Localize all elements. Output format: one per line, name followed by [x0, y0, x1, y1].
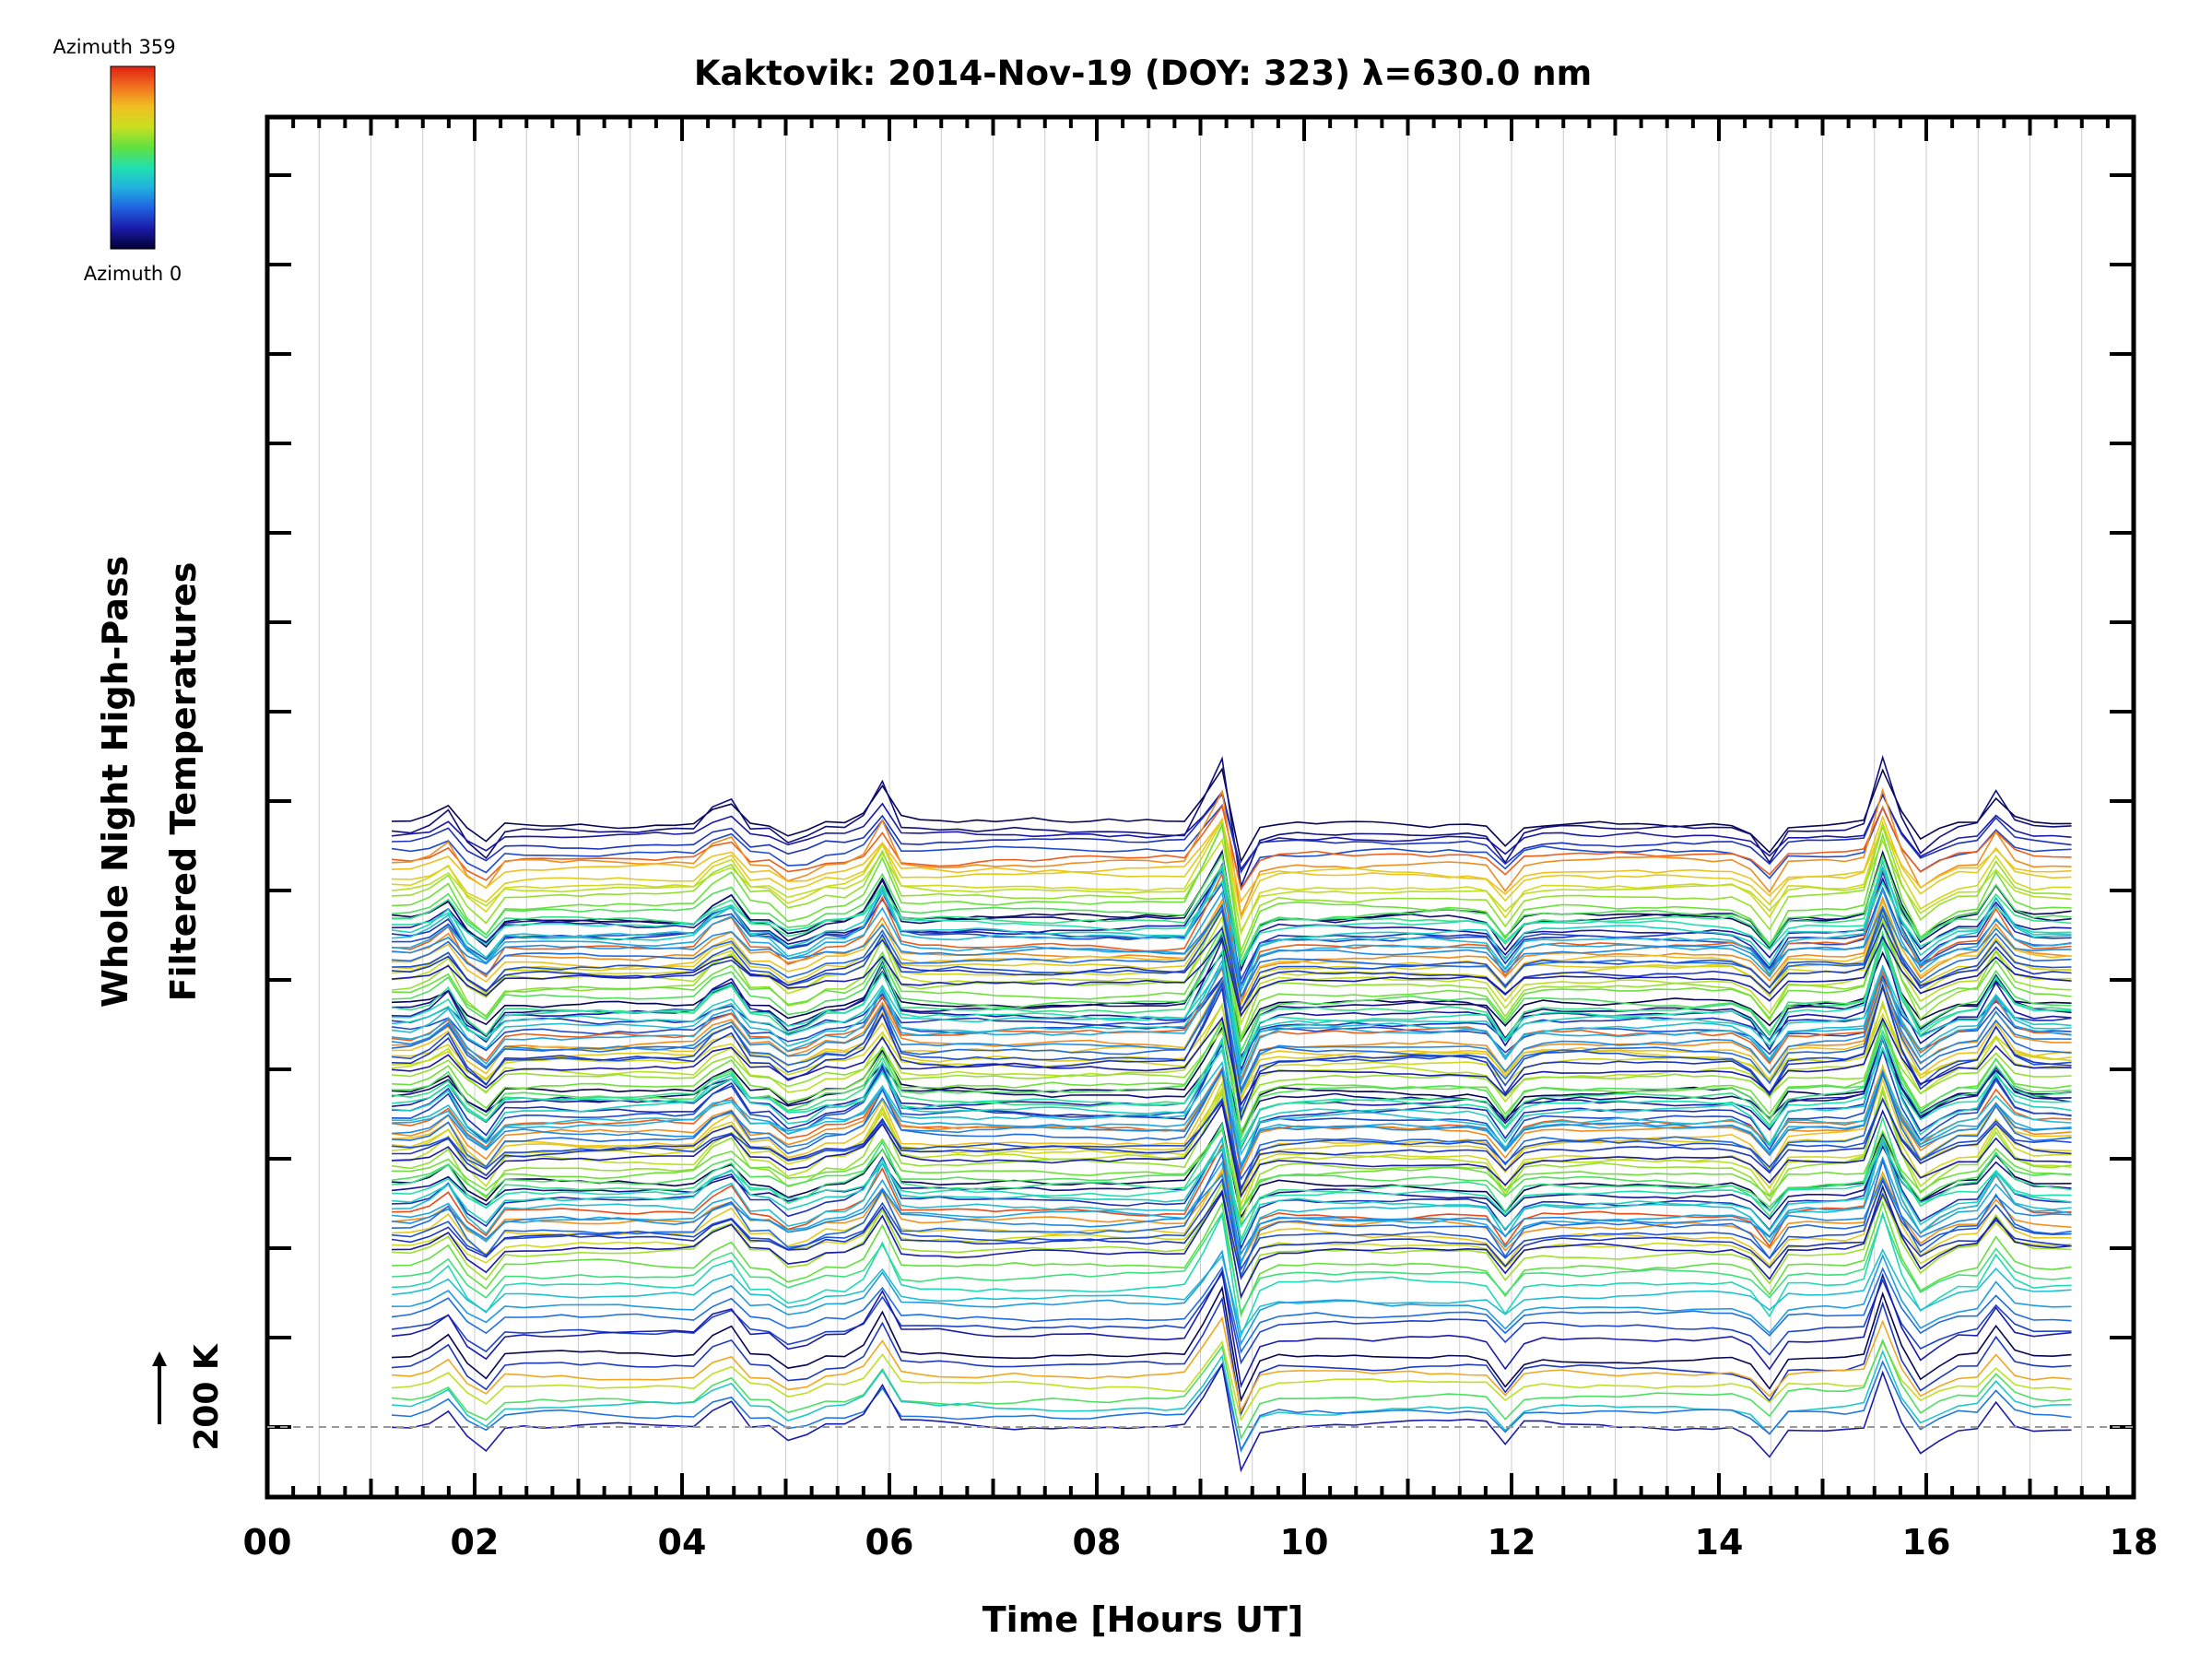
- x-axis-label: Time [Hours UT]: [982, 1599, 1304, 1640]
- colorbar-top-label: Azimuth 359: [53, 36, 175, 58]
- series-line: [391, 1339, 2072, 1422]
- series-line: [391, 1136, 2072, 1267]
- y-axis-label-line2: Filtered Temperatures: [163, 562, 204, 1002]
- series-line: [391, 1034, 2072, 1170]
- series-line: [391, 1362, 2072, 1473]
- series-line: [391, 814, 2072, 921]
- series-line: [391, 1016, 2072, 1107]
- series-line: [391, 1285, 2072, 1403]
- series-line: [391, 1067, 2072, 1193]
- series-line: [391, 1045, 2072, 1146]
- series-line: [391, 980, 2072, 1115]
- x-tick-label: 02: [451, 1522, 500, 1563]
- series-line: [392, 879, 2072, 968]
- series-line: [391, 929, 2072, 1065]
- series-line: [391, 1184, 2072, 1300]
- series-line: [391, 1060, 2072, 1156]
- series-line: [391, 1102, 2072, 1198]
- series-line: [391, 921, 2072, 1043]
- colorbar-bottom-label: Azimuth 0: [84, 263, 182, 285]
- series-line: [391, 821, 2072, 961]
- series-line: [391, 1137, 2072, 1245]
- series-layer: [391, 754, 2072, 1473]
- x-tick-label: 04: [658, 1522, 707, 1563]
- series-line: [391, 1296, 2072, 1417]
- chart-title: Kaktovik: 2014-Nov-19 (DOY: 323) λ=630.0…: [694, 53, 1592, 93]
- series-line: [391, 962, 2072, 1086]
- series-line: [391, 903, 2072, 999]
- series-line: [391, 1126, 2072, 1212]
- series-line: [391, 935, 2072, 1018]
- series-line: [391, 1266, 2072, 1354]
- series-line: [391, 767, 2072, 864]
- series-line: [391, 922, 2072, 1012]
- series-line: [392, 1019, 2072, 1140]
- series-line: [391, 786, 2072, 918]
- series-line: [391, 1210, 2072, 1315]
- x-tick-label: 12: [1488, 1522, 1536, 1563]
- series-line: [391, 1063, 2072, 1199]
- series-line: [391, 1210, 2072, 1339]
- x-tick-label: 08: [1073, 1522, 1122, 1563]
- series-line: [391, 1189, 2072, 1280]
- scale-label: 200 K: [188, 1343, 226, 1451]
- series-line: [391, 1115, 2072, 1243]
- series-line: [391, 1177, 2072, 1271]
- x-tick-labels: 00 02 04 06 08 10 12 14 16 18: [243, 1522, 2159, 1563]
- x-tick-label: 00: [243, 1522, 292, 1563]
- series-line: [391, 792, 2072, 875]
- series-line: [391, 864, 2072, 966]
- series-line: [391, 1151, 2072, 1280]
- series-line: [391, 865, 2072, 994]
- series-line: [391, 1315, 2072, 1413]
- scale-indicator: 200 K: [152, 1343, 226, 1451]
- series-line: [391, 754, 2072, 890]
- x-tick-label: 10: [1280, 1522, 1329, 1563]
- series-line: [391, 983, 2072, 1122]
- series-line: [391, 940, 2072, 1067]
- series-line: [391, 1028, 2072, 1116]
- series-line: [391, 982, 2072, 1092]
- grid: [318, 117, 2083, 1497]
- series-line: [391, 1271, 2072, 1365]
- series-line: [391, 804, 2072, 891]
- series-line: [391, 818, 2072, 903]
- series-line: [391, 905, 2072, 988]
- series-line: [391, 1268, 2072, 1389]
- x-tick-label: 14: [1695, 1522, 1744, 1563]
- series-line: [391, 819, 2072, 936]
- series-line: [392, 1097, 2072, 1191]
- series-line: [391, 958, 2072, 1077]
- series-line: [391, 1068, 2072, 1171]
- y-axis-label-line1: Whole Night High-Pass: [95, 556, 135, 1008]
- colorbar: Azimuth 359 Azimuth 0: [53, 36, 182, 285]
- x-tick-label: 16: [1902, 1522, 1951, 1563]
- colorbar-gradient: [110, 65, 156, 250]
- series-line: [391, 1360, 2072, 1453]
- series-line: [391, 1097, 2072, 1181]
- series-line: [391, 1249, 2072, 1346]
- series-line: [391, 1088, 2072, 1226]
- series-line: [391, 853, 2072, 965]
- series-line: [391, 906, 2072, 1013]
- x-tick-label: 06: [865, 1522, 914, 1563]
- x-tick-label: 18: [2110, 1522, 2159, 1563]
- scale-arrow-head: [152, 1351, 167, 1366]
- plot-frame: [265, 114, 2136, 1500]
